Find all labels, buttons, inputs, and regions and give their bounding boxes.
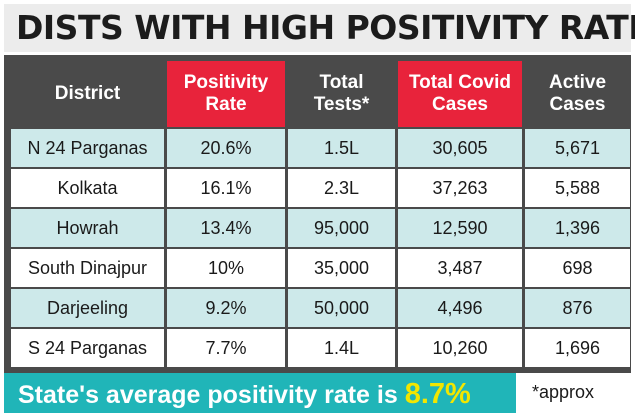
district-cell: N 24 Parganas <box>11 129 164 167</box>
total-cases-cell: 4,496 <box>398 289 522 327</box>
district-cell: Howrah <box>11 209 164 247</box>
state-average-text: State's average positivity rate is 8.7% <box>18 378 471 411</box>
header-total-tests: Total Tests* <box>288 61 395 127</box>
total-cases-cell: 10,260 <box>398 329 522 367</box>
total-tests-cell: 95,000 <box>288 209 395 247</box>
positivity-rate-cell: 16.1% <box>167 169 285 207</box>
active-cases-cell: 5,588 <box>525 169 630 207</box>
active-cases-cell: 698 <box>525 249 630 287</box>
total-cases-cell: 3,487 <box>398 249 522 287</box>
total-tests-cell: 50,000 <box>288 289 395 327</box>
header-row: District Positivity Rate Total Tests* Tota… <box>11 61 630 127</box>
positivity-rate-cell: 9.2% <box>167 289 285 327</box>
total-tests-cell: 1.5L <box>288 129 395 167</box>
approx-note: *approx <box>532 382 595 402</box>
title-bar: DISTS WITH HIGH POSITIVITY RATE <box>4 4 635 52</box>
district-cell: South Dinajpur <box>11 249 164 287</box>
table-row: S 24 Parganas 7.7% 1.4L 10,260 1,696 <box>11 329 630 367</box>
total-tests-cell: 1.4L <box>288 329 395 367</box>
total-cases-cell: 37,263 <box>398 169 522 207</box>
active-cases-cell: 1,696 <box>525 329 630 367</box>
header-total-covid-cases: Total Covid Cases <box>398 61 522 127</box>
active-cases-cell: 5,671 <box>525 129 630 167</box>
total-tests-cell: 2.3L <box>288 169 395 207</box>
positivity-rate-cell: 13.4% <box>167 209 285 247</box>
district-cell: Darjeeling <box>11 289 164 327</box>
total-tests-cell: 35,000 <box>288 249 395 287</box>
positivity-rate-cell: 7.7% <box>167 329 285 367</box>
table-row: Kolkata 16.1% 2.3L 37,263 5,588 <box>11 169 630 207</box>
district-cell: S 24 Parganas <box>11 329 164 367</box>
header-district: District <box>11 61 164 127</box>
positivity-rate-cell: 20.6% <box>167 129 285 167</box>
table-row: South Dinajpur 10% 35,000 3,487 698 <box>11 249 630 287</box>
table-row: N 24 Parganas 20.6% 1.5L 30,605 5,671 <box>11 129 630 167</box>
total-cases-cell: 30,605 <box>398 129 522 167</box>
chart-title: DISTS WITH HIGH POSITIVITY RATE <box>16 8 635 47</box>
table-row: Darjeeling 9.2% 50,000 4,496 876 <box>11 289 630 327</box>
header-positivity-rate: Positivity Rate <box>167 61 285 127</box>
active-cases-cell: 876 <box>525 289 630 327</box>
district-cell: Kolkata <box>11 169 164 207</box>
state-average-value: 8.7% <box>404 378 471 410</box>
data-table: District Positivity Rate Total Tests* Tota… <box>8 59 633 369</box>
table-row: Howrah 13.4% 95,000 12,590 1,396 <box>11 209 630 247</box>
positivity-rate-cell: 10% <box>167 249 285 287</box>
total-cases-cell: 12,590 <box>398 209 522 247</box>
header-active-cases: Active Cases <box>525 61 630 127</box>
state-average-label: State's average positivity rate is <box>18 381 398 409</box>
state-average-banner: State's average positivity rate is 8.7% <box>4 373 516 413</box>
active-cases-cell: 1,396 <box>525 209 630 247</box>
